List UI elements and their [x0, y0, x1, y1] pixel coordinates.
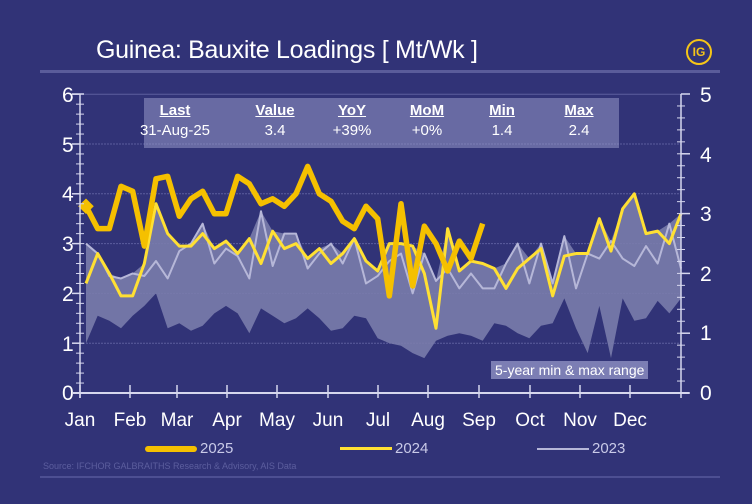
- series-2025-line: [83, 163, 486, 299]
- y2-tick-2: 2: [700, 263, 712, 286]
- x-tick-apr: Apr: [212, 410, 242, 431]
- x-tick-feb: Feb: [113, 410, 147, 431]
- x-tick-dec: Dec: [613, 410, 647, 431]
- stat-value: Value 3.4: [255, 102, 295, 139]
- stats-box: Last 31-Aug-25 Value 3.4 YoY +39% MoM +0% Mi…: [140, 98, 619, 148]
- start-diamond-marker: [78, 198, 94, 215]
- axes: [72, 93, 690, 398]
- y-tick-4: 4: [62, 183, 74, 206]
- y-tick-0: 0: [62, 382, 74, 405]
- source-note: Source: IFCHOR GALBRAITHS Research & Adv…: [43, 461, 297, 471]
- stat-mom: MoM +0%: [409, 102, 445, 139]
- x-tick-jul: Jul: [365, 410, 391, 431]
- x-tick-mar: Mar: [160, 410, 194, 431]
- y-tick-1: 1: [62, 333, 74, 356]
- legend-2023: 2023: [537, 440, 625, 457]
- y-tick-2: 2: [62, 283, 74, 306]
- range-annotation: 5-year min & max range: [491, 361, 649, 379]
- y-tick-3: 3: [62, 233, 74, 256]
- y2-tick-4: 4: [700, 144, 712, 167]
- x-tick-may: May: [259, 410, 295, 431]
- y2-tick-1: 1: [700, 322, 712, 345]
- stat-max: Max 2.4: [564, 102, 594, 139]
- stat-yoy: YoY +39%: [332, 102, 372, 139]
- y2-tick-0: 0: [700, 382, 712, 405]
- footer-divider: [40, 476, 720, 478]
- x-tick-oct: Oct: [515, 410, 545, 431]
- chart-title: Guinea: Bauxite Loadings [ Mt/Wk ]: [96, 36, 478, 64]
- range-band: [86, 193, 681, 359]
- x-tick-sep: Sep: [462, 410, 496, 431]
- y-tick-6: 6: [62, 84, 74, 107]
- y2-tick-3: 3: [700, 203, 712, 226]
- title-divider: [40, 70, 720, 73]
- stat-min: Min 1.4: [489, 102, 515, 139]
- legend-2024: 2024: [340, 440, 428, 457]
- x-tick-nov: Nov: [563, 410, 597, 431]
- x-tick-aug: Aug: [411, 410, 445, 431]
- x-tick-jun: Jun: [312, 410, 344, 431]
- stat-last: Last 31-Aug-25: [139, 102, 211, 139]
- y-tick-5: 5: [62, 134, 74, 157]
- x-tick-jan: Jan: [64, 410, 96, 431]
- legend-2025: 2025: [145, 440, 233, 457]
- ig-logo-icon: IG: [686, 39, 712, 65]
- y2-tick-5: 5: [700, 84, 712, 107]
